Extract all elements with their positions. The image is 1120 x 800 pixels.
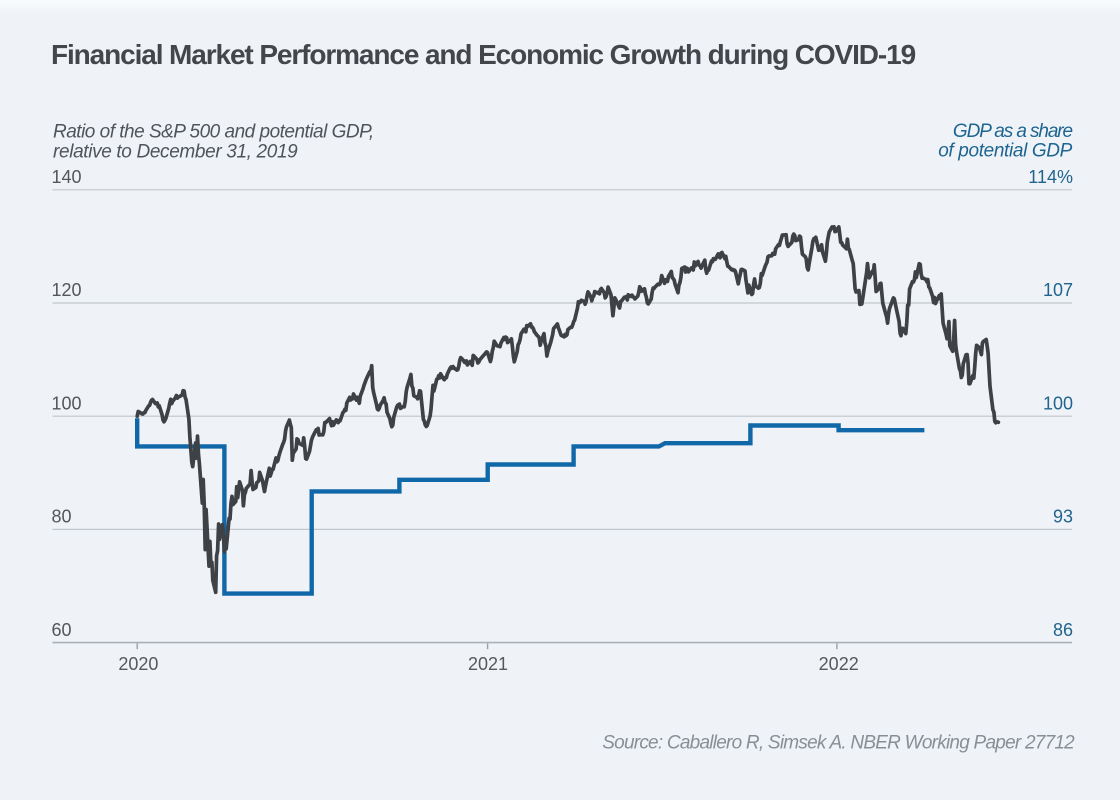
svg-text:GDP as a share: GDP as a share [953,121,1073,142]
svg-text:114%: 114% [1028,167,1073,187]
svg-text:120: 120 [52,280,82,300]
svg-text:2021: 2021 [468,654,508,674]
svg-text:2020: 2020 [118,654,158,674]
svg-text:100: 100 [52,393,82,413]
svg-text:93: 93 [1053,507,1073,527]
svg-text:86: 86 [1053,620,1073,640]
svg-text:100: 100 [1043,393,1073,413]
svg-text:107: 107 [1043,280,1073,300]
svg-text:Financial Market Performance a: Financial Market Performance and Economi… [51,39,916,70]
svg-text:Source: Caballero R, Simsek A.: Source: Caballero R, Simsek A. NBER Work… [602,733,1075,754]
svg-text:2022: 2022 [819,654,859,674]
svg-text:60: 60 [52,620,72,640]
svg-text:80: 80 [52,507,72,527]
svg-text:Ratio of the S&P 500 and poten: Ratio of the S&P 500 and potential GDP, [53,122,374,143]
svg-text:of potential GDP: of potential GDP [938,141,1072,162]
svg-text:140: 140 [52,167,82,187]
svg-text:relative to December 31, 2019: relative to December 31, 2019 [53,142,298,163]
